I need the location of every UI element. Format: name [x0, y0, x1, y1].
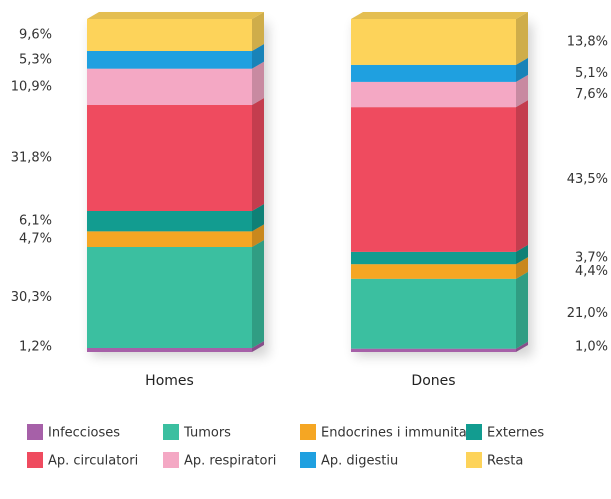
value-label: 3,7% [575, 251, 608, 266]
bar-segment [87, 51, 252, 69]
x-tick-label: Homes [145, 373, 194, 389]
value-label: 7,6% [575, 87, 608, 102]
value-label: 13,8% [567, 34, 608, 49]
legend-label: Tumors [183, 426, 231, 441]
bar-segment [87, 211, 252, 232]
value-label: 5,1% [575, 66, 608, 81]
bar-segment [87, 68, 252, 105]
legend-swatch [300, 452, 316, 468]
bar-side [516, 271, 528, 349]
bar-side [516, 74, 528, 108]
legend-label: Endocrines i immunitat [321, 426, 472, 441]
bar-segment [87, 348, 252, 352]
legend-swatch [466, 452, 482, 468]
bar-segment [351, 251, 516, 265]
bar-segment [87, 19, 252, 51]
value-label: 5,3% [19, 52, 52, 67]
legend-label: Infeccioses [48, 426, 120, 441]
bar-segment [351, 19, 516, 65]
bar-segment [87, 247, 252, 348]
bar-side [516, 244, 528, 265]
legend-swatch [300, 424, 316, 440]
legend-swatch [27, 424, 43, 440]
bar-side [516, 257, 528, 279]
bar-segment [351, 81, 516, 108]
bar-side [252, 44, 264, 69]
legend-label: Resta [487, 454, 523, 469]
bar-segment [351, 107, 516, 252]
bar-segment [351, 264, 516, 279]
legend-label: Ap. circulatori [48, 454, 138, 469]
bar-side [252, 12, 264, 51]
value-label: 4,4% [575, 264, 608, 279]
bar-side [252, 98, 264, 211]
value-label: 43,5% [567, 172, 608, 187]
x-tick-label: Dones [411, 373, 455, 389]
legend-swatch [163, 424, 179, 440]
bar-segment [351, 64, 516, 82]
bar-segment [351, 278, 516, 349]
value-label: 6,1% [19, 214, 52, 229]
bar-side [252, 61, 264, 105]
bar-side [516, 100, 528, 252]
value-label: 9,6% [19, 28, 52, 43]
value-label: 1,0% [575, 340, 608, 355]
legend-swatch [27, 452, 43, 468]
bar-segment [87, 105, 252, 211]
bar-side [252, 341, 264, 352]
bar-side [252, 204, 264, 232]
value-label: 10,9% [11, 79, 52, 94]
value-label: 1,2% [19, 340, 52, 355]
bar-side [516, 12, 528, 65]
bar-segment [351, 348, 516, 352]
value-label: 21,0% [567, 306, 608, 321]
value-label: 4,7% [19, 232, 52, 247]
bar-top [351, 12, 528, 19]
bar-top [87, 12, 264, 19]
legend-label: Externes [487, 426, 544, 441]
legend-swatch [163, 452, 179, 468]
legend-label: Ap. digestiu [321, 454, 398, 469]
value-label: 30,3% [11, 290, 52, 305]
value-label: 31,8% [11, 151, 52, 166]
legend-label: Ap. respiratori [184, 454, 276, 469]
bar-side [516, 57, 528, 82]
legend-swatch [466, 424, 482, 440]
bar-segment [87, 231, 252, 247]
bar-side [516, 341, 528, 352]
bar-side [252, 224, 264, 247]
bar-side [252, 240, 264, 348]
